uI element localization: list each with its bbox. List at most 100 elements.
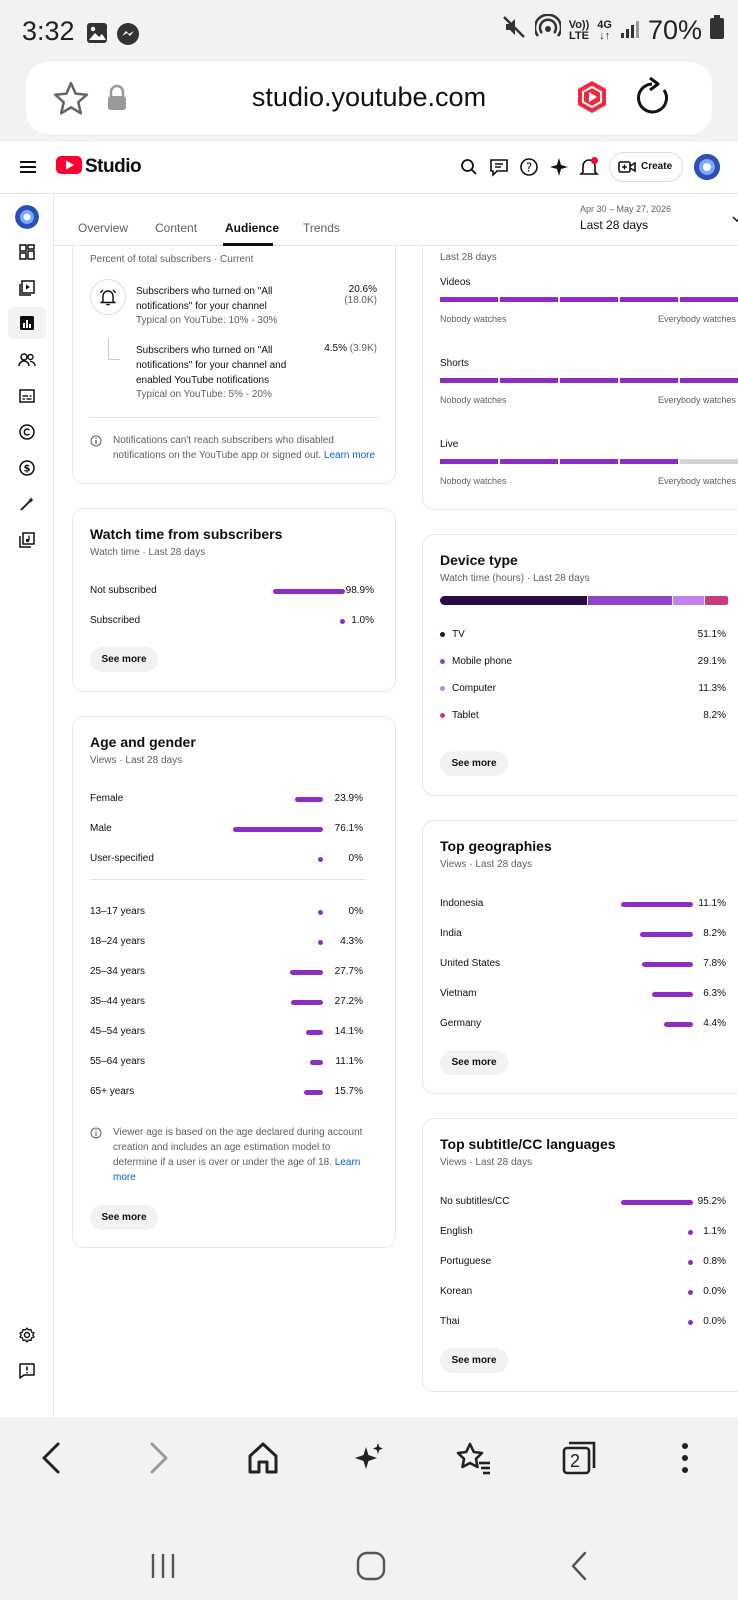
value-bar bbox=[304, 1090, 323, 1095]
top-geographies-card: Top geographies Views · Last 28 days Ind… bbox=[422, 820, 738, 1094]
row-label: Korean bbox=[440, 1286, 473, 1297]
see-more-button[interactable]: See more bbox=[90, 1205, 158, 1230]
sidebar-item-analytics[interactable] bbox=[8, 307, 46, 339]
browser-url-bar[interactable]: studio.youtube.com bbox=[26, 62, 712, 134]
studio-logo-text[interactable]: Studio bbox=[85, 156, 142, 177]
value-bar bbox=[309, 1060, 323, 1065]
copyright-icon bbox=[19, 424, 35, 440]
back-icon[interactable] bbox=[34, 1441, 68, 1475]
menu-icon[interactable] bbox=[20, 160, 36, 179]
battery-level: 70% bbox=[647, 15, 702, 45]
sidebar-item-customization[interactable] bbox=[16, 493, 38, 515]
bookmark-star-icon[interactable] bbox=[52, 80, 90, 123]
tab-audience[interactable]: Audience bbox=[225, 221, 280, 235]
see-more-button[interactable]: See more bbox=[440, 751, 508, 776]
value-bar bbox=[306, 1030, 323, 1035]
watcher-segment bbox=[620, 297, 678, 302]
learn-more-link[interactable]: Learn more bbox=[113, 1157, 361, 1183]
avatar[interactable] bbox=[694, 154, 720, 180]
watchers-card: Last 28 days Videos Nobody watches Everybo… bbox=[422, 204, 738, 510]
value-bar bbox=[639, 932, 693, 937]
device-type-title: Device type bbox=[440, 552, 518, 568]
watcher-segment bbox=[560, 378, 618, 383]
create-button[interactable]: Create bbox=[609, 152, 683, 182]
forward-icon[interactable] bbox=[142, 1441, 176, 1475]
reload-icon[interactable] bbox=[632, 76, 672, 123]
notifications-icon[interactable] bbox=[579, 157, 599, 182]
sidebar-item-dashboard[interactable] bbox=[16, 241, 38, 263]
home-icon[interactable] bbox=[244, 1439, 282, 1477]
sidebar-item-earn[interactable]: $ bbox=[16, 457, 38, 479]
row-label: No subtitles/CC bbox=[440, 1196, 510, 1207]
sidebar-item-copyright[interactable] bbox=[16, 421, 38, 443]
top-geographies-subtitle: Views · Last 28 days bbox=[440, 859, 533, 870]
system-back-icon[interactable] bbox=[562, 1549, 596, 1583]
top-subtitles-title: Top subtitle/CC languages bbox=[440, 1136, 616, 1152]
notif-row2-text: Subscribers who turned on "All notificat… bbox=[136, 345, 287, 386]
content-icon bbox=[19, 280, 35, 296]
watcher-segment bbox=[500, 459, 558, 464]
row-label: Germany bbox=[440, 1018, 482, 1029]
search-icon[interactable] bbox=[460, 158, 478, 181]
value-bar bbox=[620, 1200, 693, 1205]
help-icon[interactable]: ? bbox=[519, 157, 539, 182]
tab-content[interactable]: Content bbox=[155, 221, 198, 235]
row-label: Not subscribed bbox=[90, 585, 157, 596]
device-stacked-bar bbox=[440, 596, 730, 605]
device-value: 51.1% bbox=[697, 629, 726, 640]
row-value: 0% bbox=[348, 853, 363, 864]
sidebar-item-community[interactable] bbox=[16, 349, 38, 371]
tabs-bar: Overview Content Audience Trends Apr 30 … bbox=[54, 194, 738, 246]
row-label: India bbox=[440, 928, 462, 939]
watcher-row-label: Videos bbox=[440, 277, 471, 288]
more-options-icon[interactable] bbox=[668, 1441, 702, 1475]
tabs-count: 2 bbox=[570, 1451, 581, 1471]
watcher-segment bbox=[680, 459, 738, 464]
watcher-row-label: Shorts bbox=[440, 358, 469, 369]
max-label: Everybody watches bbox=[657, 395, 736, 405]
tree-connector bbox=[108, 338, 120, 360]
home-button-icon[interactable] bbox=[354, 1549, 388, 1583]
value-bar bbox=[652, 992, 693, 997]
main-content: Overview Content Audience Trends Apr 30 … bbox=[54, 194, 738, 1417]
bookmarks-icon[interactable] bbox=[454, 1439, 494, 1477]
tab-trends[interactable]: Trends bbox=[303, 221, 340, 235]
value-bar bbox=[272, 589, 345, 594]
value-bar bbox=[620, 902, 693, 907]
info-icon bbox=[90, 1126, 102, 1144]
tab-overview[interactable]: Overview bbox=[78, 221, 129, 235]
sparkle-icon[interactable] bbox=[549, 157, 569, 182]
device-segment bbox=[588, 596, 673, 605]
sidebar-item-subtitles[interactable] bbox=[16, 385, 38, 407]
row-label: 25–34 years bbox=[90, 966, 146, 977]
sidebar-item-content[interactable] bbox=[16, 277, 38, 299]
row-value: 98.9% bbox=[345, 585, 374, 596]
watcher-segment bbox=[500, 297, 558, 302]
see-more-button[interactable]: See more bbox=[90, 647, 158, 672]
sidebar-item-feedback[interactable] bbox=[16, 1360, 38, 1382]
row-value: 27.2% bbox=[334, 996, 363, 1007]
learn-more-link[interactable]: Learn more bbox=[323, 450, 376, 461]
chevron-down-icon[interactable] bbox=[732, 210, 738, 228]
lock-icon bbox=[106, 84, 128, 117]
recent-apps-icon[interactable] bbox=[146, 1549, 180, 1583]
sidebar: $ bbox=[0, 194, 54, 1417]
date-range-text[interactable]: Apr 30 – May 27, 2026 bbox=[580, 204, 672, 214]
youtube-extension-icon[interactable] bbox=[576, 80, 608, 119]
device-value: 29.1% bbox=[697, 656, 726, 667]
date-range-label[interactable]: Last 28 days bbox=[580, 218, 649, 232]
sidebar-item-audio-library[interactable] bbox=[16, 529, 38, 551]
url-text[interactable]: studio.youtube.com bbox=[251, 82, 487, 112]
row-value: 0.0% bbox=[703, 1286, 726, 1297]
ai-sparkle-icon[interactable] bbox=[350, 1439, 388, 1477]
see-more-button[interactable]: See more bbox=[440, 1348, 508, 1373]
watcher-segment bbox=[680, 378, 738, 383]
dollar-icon: $ bbox=[19, 460, 35, 476]
min-label: Nobody watches bbox=[440, 314, 507, 324]
channel-avatar[interactable] bbox=[15, 205, 39, 229]
tabs-icon[interactable]: 2 bbox=[560, 1439, 598, 1477]
youtube-logo-icon[interactable] bbox=[56, 156, 82, 179]
see-more-button[interactable]: See more bbox=[440, 1050, 508, 1075]
sidebar-item-settings[interactable] bbox=[16, 1324, 38, 1346]
comments-icon[interactable] bbox=[489, 157, 509, 182]
